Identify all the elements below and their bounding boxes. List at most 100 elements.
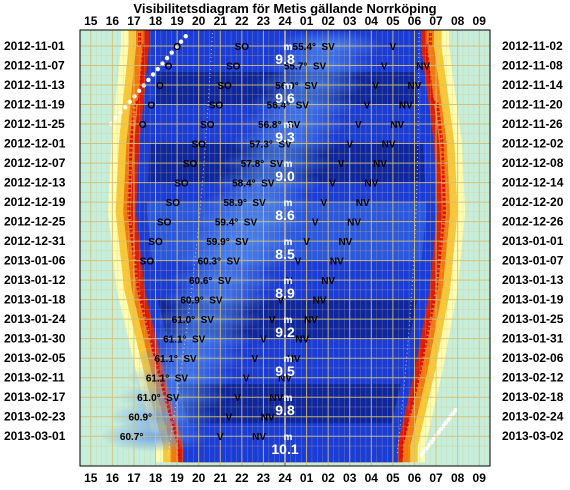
date-label-right: 2013-02-12 <box>502 371 564 385</box>
date-label-right: 2012-12-26 <box>502 215 564 229</box>
magnitude-value: 9.2 <box>275 324 295 340</box>
direction-label: O <box>139 120 147 131</box>
direction-label: NV <box>287 354 301 365</box>
direction-label: V <box>321 198 328 209</box>
direction-label: NV <box>338 237 352 248</box>
x-tick-top: 04 <box>365 14 379 28</box>
magnitude-value: 8.9 <box>275 285 295 301</box>
date-label-right: 2012-12-08 <box>502 156 564 170</box>
magnitude-marker: m <box>284 42 293 53</box>
moon-dot <box>419 452 424 458</box>
magnitude-value: 8.6 <box>275 207 295 223</box>
direction-label: SV <box>270 159 284 170</box>
x-tick-top: 16 <box>106 14 120 28</box>
magnitude-marker: m <box>284 432 293 443</box>
moon-dot <box>443 420 449 426</box>
direction-label: V <box>226 413 233 424</box>
magnitude-marker: m <box>284 354 293 365</box>
direction-label: SV <box>201 315 215 326</box>
culmination-altitude: 61.0° <box>137 393 160 404</box>
plot-border <box>79 29 491 467</box>
magnitude-value: 9.5 <box>275 363 295 379</box>
moon-dot <box>169 50 174 55</box>
date-label-left: 2012-12-07 <box>4 156 66 170</box>
direction-label: NV <box>261 413 275 424</box>
date-label-left: 2013-01-12 <box>4 273 66 287</box>
moon-dot <box>183 34 188 39</box>
magnitude-value: 9.6 <box>275 90 295 106</box>
direction-label: NV <box>304 315 318 326</box>
magnitude-marker: m <box>284 393 293 404</box>
x-tick-bottom: 04 <box>365 471 379 485</box>
direction-label: SV <box>244 218 258 229</box>
moon-dot <box>453 408 458 413</box>
direction-label: V <box>277 296 284 307</box>
date-label-right: 2012-11-20 <box>502 98 563 112</box>
moon-dot <box>446 417 451 422</box>
date-label-left: 2013-01-24 <box>4 312 66 326</box>
moon-dot <box>426 443 432 448</box>
x-tick-bottom: 08 <box>451 471 465 485</box>
x-tick-bottom: 03 <box>343 471 357 485</box>
x-tick-bottom: 07 <box>429 471 443 485</box>
direction-label: SV <box>278 140 292 151</box>
moon-dot <box>421 449 427 454</box>
culmination-altitude: 56.4° <box>267 101 290 112</box>
direction-label: V <box>234 393 241 404</box>
date-label-left: 2012-12-25 <box>4 215 66 229</box>
direction-label: V <box>390 42 397 53</box>
direction-label: NV <box>252 432 266 443</box>
date-label-left: 2013-02-23 <box>4 410 66 424</box>
x-tick-top: 19 <box>170 14 184 28</box>
x-tick-bottom: 19 <box>170 471 184 485</box>
direction-label: SV <box>192 335 206 346</box>
grid <box>80 30 490 466</box>
moon-dot <box>178 39 184 44</box>
direction-label: V <box>372 81 379 92</box>
direction-label: SO <box>235 42 250 53</box>
x-tick-bottom: 15 <box>84 471 98 485</box>
altitude-curve <box>396 32 420 456</box>
date-label-left: 2012-11-07 <box>4 59 65 73</box>
direction-label: V <box>346 140 353 151</box>
culmination-altitude: 61.1° <box>154 354 177 365</box>
direction-label: V <box>312 218 319 229</box>
culmination-altitude: 55.4° <box>293 42 316 53</box>
x-tick-top: 17 <box>127 14 141 28</box>
x-tick-top: 07 <box>429 14 443 28</box>
date-label-left: 2013-03-01 <box>4 429 66 443</box>
moon-dot <box>164 55 170 61</box>
date-label-left: 2013-02-05 <box>4 351 66 365</box>
direction-label: SO <box>157 218 172 229</box>
culmination-altitude: 61.0° <box>172 315 195 326</box>
direction-label: V <box>381 62 388 73</box>
x-tick-bottom: 18 <box>149 471 163 485</box>
x-tick-top: 24 <box>278 14 292 28</box>
culmination-altitude: 60.6° <box>189 276 212 287</box>
direction-label: SV <box>235 237 249 248</box>
dusk-edge-line <box>127 32 181 459</box>
date-label-left: 2012-11-19 <box>4 98 65 112</box>
direction-label: NV <box>416 62 430 73</box>
x-tick-top: 05 <box>386 14 400 28</box>
direction-label: V <box>286 276 293 287</box>
culmination-altitude: 60.9° <box>180 296 203 307</box>
magnitude-marker: m <box>284 159 293 170</box>
x-tick-top: 23 <box>257 14 271 28</box>
x-tick-bottom: 01 <box>300 471 314 485</box>
moon-dot <box>438 427 444 432</box>
magnitude-marker: m <box>284 237 293 248</box>
plot-area <box>79 29 491 467</box>
x-tick-top: 03 <box>343 14 357 28</box>
magnitude-value: 9.8 <box>275 402 295 418</box>
x-tick-top: 21 <box>214 14 228 28</box>
date-label-right: 2012-11-02 <box>502 39 563 53</box>
moon-dot <box>113 115 119 121</box>
magnitude-value: 10.1 <box>271 441 298 457</box>
x-tick-bottom: 21 <box>214 471 228 485</box>
x-tick-top: 22 <box>235 14 249 28</box>
culmination-altitude: 60.9° <box>129 413 152 424</box>
direction-label: NV <box>278 374 292 385</box>
direction-label: V <box>243 374 250 385</box>
